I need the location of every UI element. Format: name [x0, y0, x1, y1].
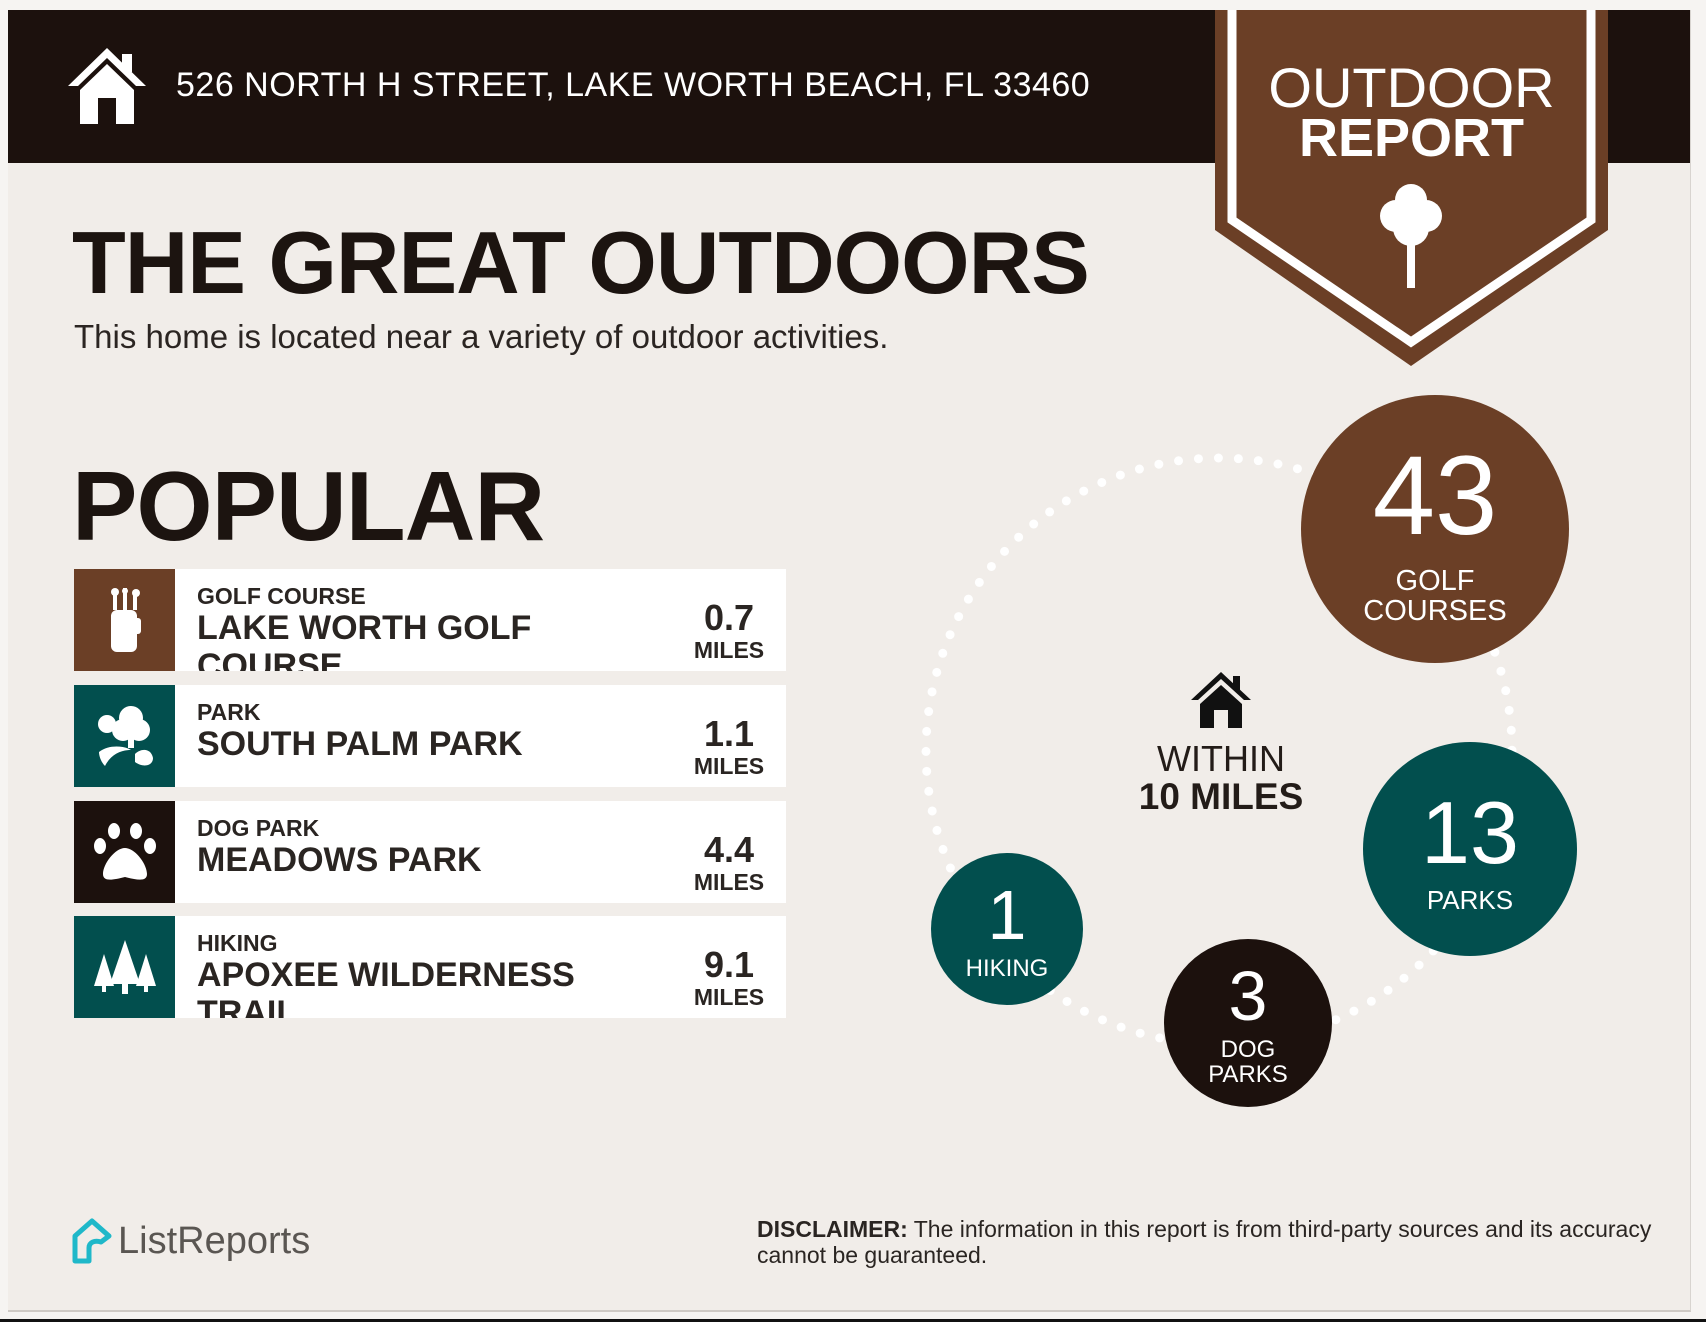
count-parks: 13 PARKS [1363, 742, 1577, 956]
ribbon-line1: OUTDOOR [1268, 56, 1555, 119]
item-category: DOG PARK [197, 815, 320, 841]
item-category: GOLF COURSE [197, 583, 366, 609]
page-subtitle: This home is located near a variety of o… [74, 318, 889, 355]
golf-bag-icon [74, 569, 175, 671]
item-distance: 1.1 [703, 713, 755, 754]
address: 526 NORTH H STREET, LAKE WORTH BEACH, FL… [176, 66, 1091, 104]
tree-icon [1380, 184, 1442, 288]
item-distance: 9.1 [703, 944, 755, 985]
count-value: 13 [1421, 783, 1519, 883]
count-label: PARKS [1426, 885, 1514, 916]
item-unit: MILES [693, 984, 765, 1010]
popular-item-park[interactable]: PARK SOUTH PALM PARK 1.1 MILES [74, 685, 786, 787]
item-name: LAKE WORTH GOLF COURSE [197, 609, 532, 671]
count-dog-parks: 3 DOG PARKS [1164, 939, 1332, 1107]
count-value: 3 [1228, 956, 1268, 1035]
item-distance: 4.4 [703, 829, 755, 870]
item-unit: MILES [693, 869, 765, 895]
count-value: 43 [1372, 432, 1498, 558]
paw-icon [74, 801, 175, 903]
center-house-icon [1191, 672, 1251, 728]
item-category: HIKING [197, 930, 278, 956]
bottom-border [0, 1319, 1706, 1322]
count-label: DOG [1220, 1035, 1276, 1063]
listreports-logo: ListReports [72, 1218, 310, 1264]
count-label: GOLF [1395, 564, 1475, 597]
count-hiking: 1 HIKING [931, 853, 1083, 1005]
park-trees-icon [74, 685, 175, 787]
popular-heading: POPULAR [72, 451, 545, 561]
count-golf-courses: 43 GOLF COURSES [1301, 395, 1569, 663]
item-distance: 0.7 [703, 597, 755, 638]
page-title: THE GREAT OUTDOORS [72, 213, 1090, 312]
item-name: MEADOWS PARK [197, 841, 482, 879]
item-category: PARK [197, 699, 261, 725]
count-label: PARKS [1208, 1061, 1288, 1088]
item-unit: MILES [693, 637, 765, 663]
item-unit: MILES [693, 753, 765, 779]
logo-text: ListReports [118, 1219, 311, 1262]
popular-item-hiking[interactable]: HIKING APOXEE WILDERNESS TRAIL 9.1 MILES [74, 916, 786, 1018]
count-value: 1 [987, 876, 1027, 955]
within-label: WITHIN [1157, 738, 1285, 779]
radius-label: 10 MILES [1138, 776, 1304, 817]
disclaimer-text: The information in this report is from t… [757, 1216, 1652, 1268]
logo-icon [72, 1218, 112, 1264]
house-icon [68, 48, 146, 124]
count-label: COURSES [1363, 595, 1507, 627]
disclaimer-label: DISCLAIMER: [757, 1216, 908, 1242]
item-name: SOUTH PALM PARK [197, 725, 523, 763]
ribbon-line2: REPORT [1298, 108, 1525, 168]
disclaimer: DISCLAIMER: The information in this repo… [757, 1216, 1657, 1268]
popular-item-golf[interactable]: GOLF COURSE LAKE WORTH GOLF COURSE 0.7 M… [74, 569, 786, 671]
item-name: APOXEE WILDERNESS TRAIL [197, 956, 575, 1018]
pine-trees-icon [74, 916, 175, 1018]
popular-item-dog-park[interactable]: DOG PARK MEADOWS PARK 4.4 MILES [74, 801, 786, 903]
count-label: HIKING [965, 955, 1049, 983]
